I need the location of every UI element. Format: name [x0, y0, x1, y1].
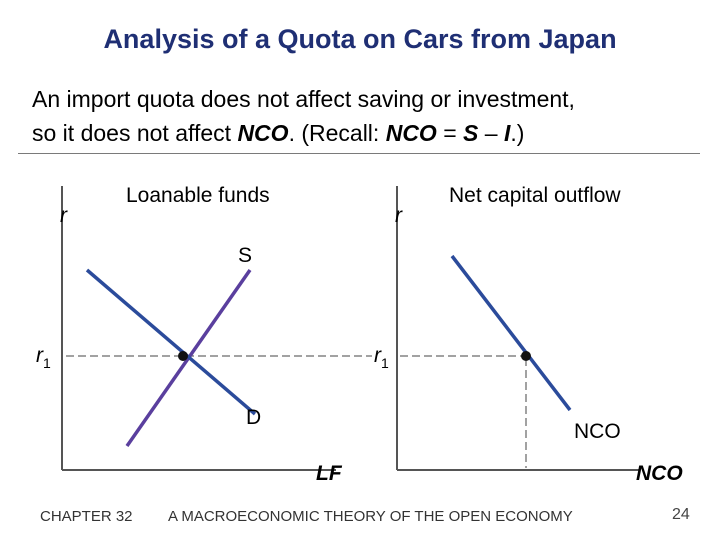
body-line-2: so it does not affect NCO. (Recall: NCO … [32, 116, 692, 150]
body-nco: NCO [237, 120, 289, 146]
eq-end: .) [510, 120, 525, 146]
right-graph-title: Net capital outflow [449, 184, 621, 207]
left-equilibrium-point [178, 351, 188, 361]
nco-curve [450, 254, 572, 412]
left-r1-main: r [36, 344, 43, 367]
body-line-2-a: so it does not affect [32, 120, 238, 146]
eq-mid: = [436, 120, 464, 146]
demand-curve [85, 268, 257, 416]
left-axis-r-label: r [60, 204, 67, 227]
right-equilibrium-point [521, 351, 531, 361]
page-number: 24 [672, 506, 690, 523]
lf-axis-label: LF [316, 462, 342, 485]
footer-chapter: CHAPTER 32 [40, 508, 133, 525]
eq-s: S [463, 120, 479, 146]
footer-book-title: A MACROECONOMIC THEORY OF THE OPEN ECONO… [168, 508, 573, 525]
body-line-2-b: . (Recall: [288, 120, 386, 146]
left-r1-sub: 1 [43, 355, 51, 371]
eq-dash: – [478, 120, 504, 146]
left-r1-label: r1 [36, 344, 51, 371]
nco-curve-label: NCO [574, 420, 621, 443]
body-line-1: An import quota does not affect saving o… [32, 86, 575, 112]
slide-title: Analysis of a Quota on Cars from Japan [103, 24, 617, 54]
demand-label: D [246, 406, 262, 429]
divider-line [18, 153, 700, 154]
right-r1-sub: 1 [381, 355, 389, 371]
right-r1-main: r [374, 344, 381, 367]
eq-nco: NCO [385, 120, 437, 146]
eq-i: I [503, 120, 511, 146]
body-text: An import quota does not affect saving o… [32, 82, 692, 150]
left-graph-title: Loanable funds [126, 184, 270, 207]
right-r1-label: r1 [374, 344, 389, 371]
supply-label: S [238, 244, 253, 267]
nco-axis-label: NCO [636, 462, 683, 485]
right-axis-r-label: r [395, 204, 402, 227]
